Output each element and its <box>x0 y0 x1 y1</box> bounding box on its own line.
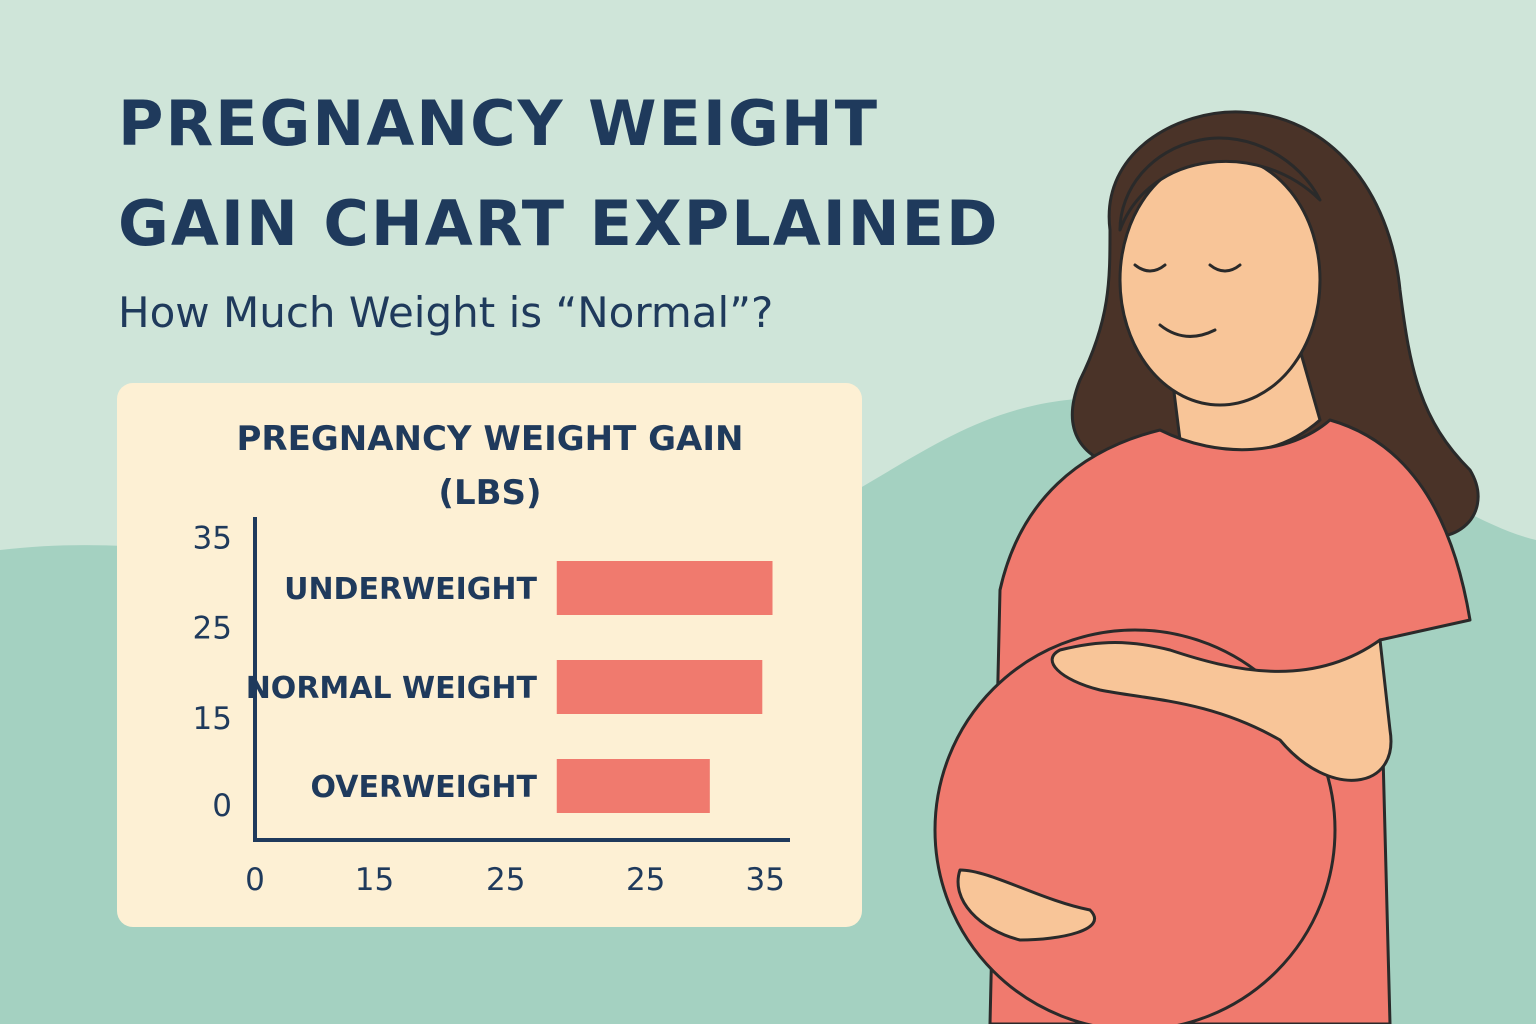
x-tick-label: 25 <box>626 862 665 898</box>
chart-card <box>117 383 862 927</box>
axes <box>253 517 790 842</box>
category-label: NORMAL WEIGHT <box>246 671 538 706</box>
y-tick-label: 25 <box>193 611 232 647</box>
title-line: GAIN CHART EXPLAINED <box>118 187 999 260</box>
chart-title: (LBS) <box>438 473 541 513</box>
bar <box>556 759 710 813</box>
subtitle: How Much Weight is “Normal”? <box>118 288 773 337</box>
x-tick-label: 0 <box>245 862 265 898</box>
y-tick-label: 15 <box>193 701 232 737</box>
y-tick-label: 0 <box>212 788 232 824</box>
title-line: PREGNANCY WEIGHT <box>118 87 879 160</box>
x-tick-label: 25 <box>486 862 525 898</box>
y-tick-label: 35 <box>193 521 232 557</box>
illustration <box>933 110 1480 1028</box>
x-tick-label: 35 <box>745 862 784 898</box>
chart-title: PREGNANCY WEIGHT GAIN <box>237 419 744 459</box>
category-label: OVERWEIGHT <box>311 770 538 805</box>
bar <box>556 660 763 714</box>
x-tick-label: 15 <box>355 862 394 898</box>
category-label: UNDERWEIGHT <box>284 572 537 607</box>
bar <box>556 561 773 615</box>
